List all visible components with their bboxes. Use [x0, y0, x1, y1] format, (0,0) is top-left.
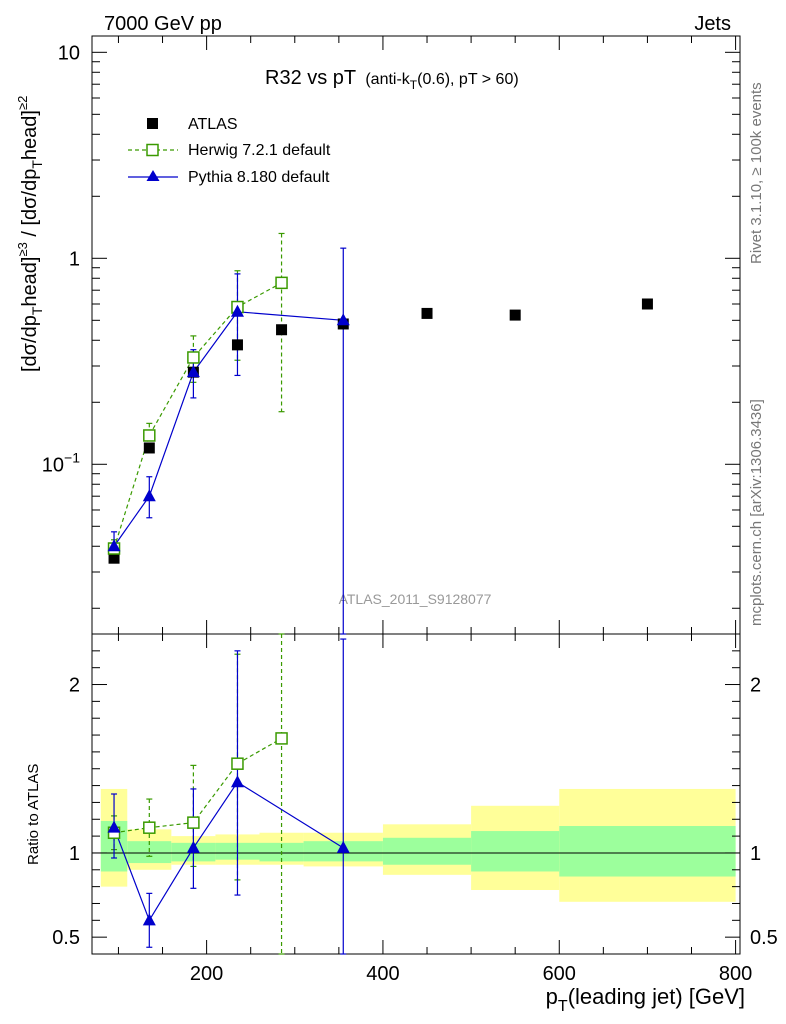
- ratio-herwig-point-2: [187, 816, 200, 829]
- ratio-y-tick-label: 1: [69, 843, 80, 865]
- ratio-herwig-point-1: [143, 821, 156, 834]
- atlas-point-4: [276, 324, 288, 336]
- main-y-tick-label: 10: [58, 42, 80, 64]
- ratio-herwig-point-4: [275, 732, 288, 745]
- x-tick-label: 200: [190, 963, 223, 985]
- herwig-line: [113, 282, 282, 549]
- analysis-watermark: ATLAS_2011_S9128077: [339, 591, 492, 607]
- chart-title-main: R32 vs pT: [265, 67, 356, 89]
- atlas-point-7: [509, 309, 521, 321]
- pythia-point-0: [107, 539, 121, 552]
- band-inner-8: [559, 826, 736, 877]
- ratio-ylabel: Ratio to ATLAS: [25, 764, 42, 865]
- main-y-tick-label: 1: [69, 248, 80, 270]
- legend-marker-herwig: [146, 143, 159, 157]
- herwig-point-4: [275, 276, 288, 290]
- band-inner-7: [471, 831, 560, 872]
- pythia-point-1: [142, 489, 156, 502]
- rivet-label: Rivet 3.1.10, ≥ 100k events: [748, 82, 765, 264]
- ratio-pythia-point-4: [336, 840, 350, 853]
- ratio-pythia-point-3: [230, 775, 244, 788]
- ratio-y-tick-label-right: 2: [750, 675, 761, 697]
- ratio-pythia-point-1: [142, 913, 156, 926]
- header-left: 7000 GeV pp: [104, 13, 222, 35]
- legend-marker-atlas: [147, 118, 158, 129]
- herwig-point-2: [187, 351, 200, 364]
- atlas-point-1: [143, 442, 155, 454]
- chart-title-sub-end: (0.6), pT > 60): [417, 71, 519, 88]
- atlas-point-0: [108, 552, 120, 564]
- band-inner-1: [127, 841, 172, 864]
- x-axis-label: pT(leading jet) [GeV]: [546, 984, 745, 1015]
- x-tick-label: 400: [366, 963, 399, 985]
- chart-title: R32 vs pT (anti-kT(0.6), pT > 60): [265, 67, 519, 92]
- mcplots-label: mcplots.cern.ch [arXiv:1306.3436]: [748, 399, 765, 626]
- ratio-y-tick-label-right: 0.5: [750, 927, 778, 949]
- ratio-y-tick-label: 2: [69, 675, 80, 697]
- herwig-point-1: [143, 429, 156, 442]
- header-right: Jets: [694, 13, 731, 35]
- chart-title-sub-index: T: [410, 78, 418, 92]
- pythia-point-3: [230, 304, 244, 317]
- x-tick-label: 600: [543, 963, 576, 985]
- pythia-line: [113, 311, 344, 547]
- atlas-point-6: [421, 307, 433, 319]
- pythia-point-2: [186, 365, 200, 378]
- atlas-point-8: [641, 298, 653, 310]
- main-y-tick-label: 10−1: [42, 449, 80, 476]
- ratio-pythia-point-0: [107, 820, 121, 833]
- legend-label-pythia: Pythia 8.180 default: [188, 169, 330, 186]
- ratio-herwig-point-3: [231, 757, 244, 770]
- pythia-point-4: [336, 313, 350, 326]
- legend-label-atlas: ATLAS: [188, 116, 238, 133]
- legend-label-herwig: Herwig 7.2.1 default: [188, 142, 331, 159]
- ratio-y-tick-label: 0.5: [52, 927, 80, 949]
- atlas-point-3: [231, 339, 243, 351]
- data-marks: [107, 232, 653, 955]
- ratio-uncertainty-bands: [100, 788, 736, 902]
- band-inner-6: [382, 837, 472, 865]
- legend: ATLAS Herwig 7.2.1 default Pythia 8.180 …: [128, 116, 331, 186]
- ratio-pythia-point-2: [186, 840, 200, 853]
- axes-ticks: 200 400 600 800 10−1 1 10 0.5 0.5 1 1 2 2: [42, 36, 778, 985]
- legend-marker-pythia: [146, 170, 160, 181]
- ratio-y-tick-label-right: 1: [750, 843, 761, 865]
- main-ylabel: [dσ/dpThead]≥3 / [dσ/dpThead]≥2: [15, 96, 45, 372]
- chart-title-sub: (anti-k: [365, 71, 410, 88]
- x-tick-label: 800: [719, 963, 752, 985]
- ratio-panel-frame: [91, 633, 741, 955]
